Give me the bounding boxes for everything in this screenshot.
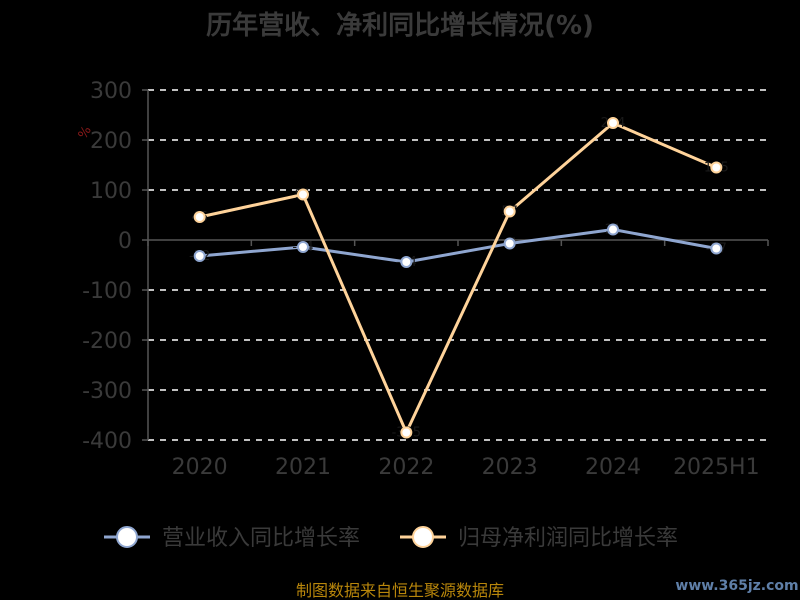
data-point	[607, 223, 619, 236]
gridlines	[148, 89, 768, 441]
y-tick-label: 200	[90, 129, 132, 154]
data-point	[710, 242, 723, 255]
x-tick-label: 2021	[275, 455, 331, 480]
watermark: www.365jz.com	[675, 578, 798, 594]
x-axis: 2020 2021 2022 2023 2024 2025H1	[147, 240, 769, 480]
data-point	[710, 161, 723, 174]
y-tick-label: -400	[82, 429, 132, 454]
x-tick-label: 2025H1	[673, 455, 760, 480]
series-group: -32-14-44-721-174691-38557234145	[189, 116, 729, 441]
y-tick-label: 100	[90, 179, 132, 204]
data-point	[400, 426, 413, 439]
legend: 营业收入同比增长率 归母净利润同比增长率	[104, 526, 678, 551]
data-point	[400, 256, 413, 268]
y-tick-label: 300	[90, 79, 132, 104]
legend-item-1: 营业收入同比增长率	[104, 526, 360, 551]
legend-item-2: 归母净利润同比增长率	[400, 526, 678, 551]
y-tick-label: -300	[82, 379, 132, 404]
legend-marker	[412, 526, 434, 548]
y-tick-label: -100	[82, 279, 132, 304]
x-tick-label: 2022	[378, 455, 434, 480]
legend-label: 归母净利润同比增长率	[458, 526, 678, 551]
data-point	[503, 237, 516, 250]
x-tick-label: 2020	[172, 455, 228, 480]
source-note: 制图数据来自恒生聚源数据库	[296, 581, 504, 600]
y-tick-label: 0	[118, 229, 132, 254]
series-2: 4691-38557234145	[191, 116, 728, 441]
legend-marker	[116, 526, 138, 548]
legend-label: 营业收入同比增长率	[162, 526, 360, 551]
y-tick-label: -200	[82, 329, 132, 354]
data-point	[503, 205, 516, 218]
data-point	[193, 211, 206, 223]
chart-title: 历年营收、净利同比增长情况(%)	[206, 10, 594, 41]
data-point	[297, 241, 309, 253]
data-point	[193, 250, 206, 262]
y-axis: 300 200 100 0 -100 -200 -300 -400	[82, 79, 149, 454]
series-1: -32-14-44-721-17	[189, 223, 727, 271]
series-line	[199, 121, 717, 434]
data-point	[607, 117, 619, 129]
x-tick-label: 2024	[585, 455, 641, 480]
series-line	[199, 228, 717, 264]
x-tick-label: 2023	[482, 455, 538, 480]
data-point	[297, 188, 309, 201]
